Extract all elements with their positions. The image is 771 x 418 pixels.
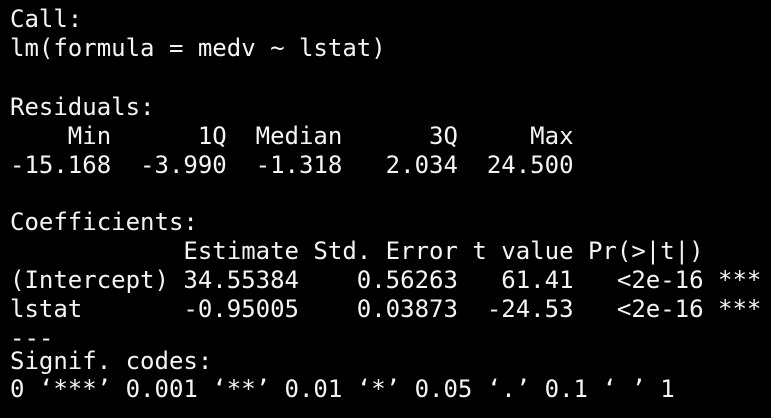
coefficients-row: lstat -0.95005 0.03873 -24.53 <2e-16 ***: [10, 295, 762, 323]
coefficients-header: Estimate Std. Error t value Pr(>|t|): [10, 237, 704, 265]
residuals-header: Min 1Q Median 3Q Max: [10, 122, 574, 150]
signif-legend: 0 ‘***’ 0.001 ‘**’ 0.01 ‘*’ 0.05 ‘.’ 0.1…: [10, 375, 675, 403]
call-formula: lm(formula = medv ~ lstat): [10, 34, 386, 62]
coefficients-title: Coefficients:: [10, 208, 198, 236]
call-title: Call:: [10, 5, 83, 33]
residuals-values: -15.168 -3.990 -1.318 2.034 24.500: [10, 151, 574, 179]
signif-title: Signif. codes:: [10, 347, 213, 375]
coefficients-row: (Intercept) 34.55384 0.56263 61.41 <2e-1…: [10, 266, 762, 294]
separator: ---: [10, 324, 54, 352]
residuals-title: Residuals:: [10, 93, 155, 121]
